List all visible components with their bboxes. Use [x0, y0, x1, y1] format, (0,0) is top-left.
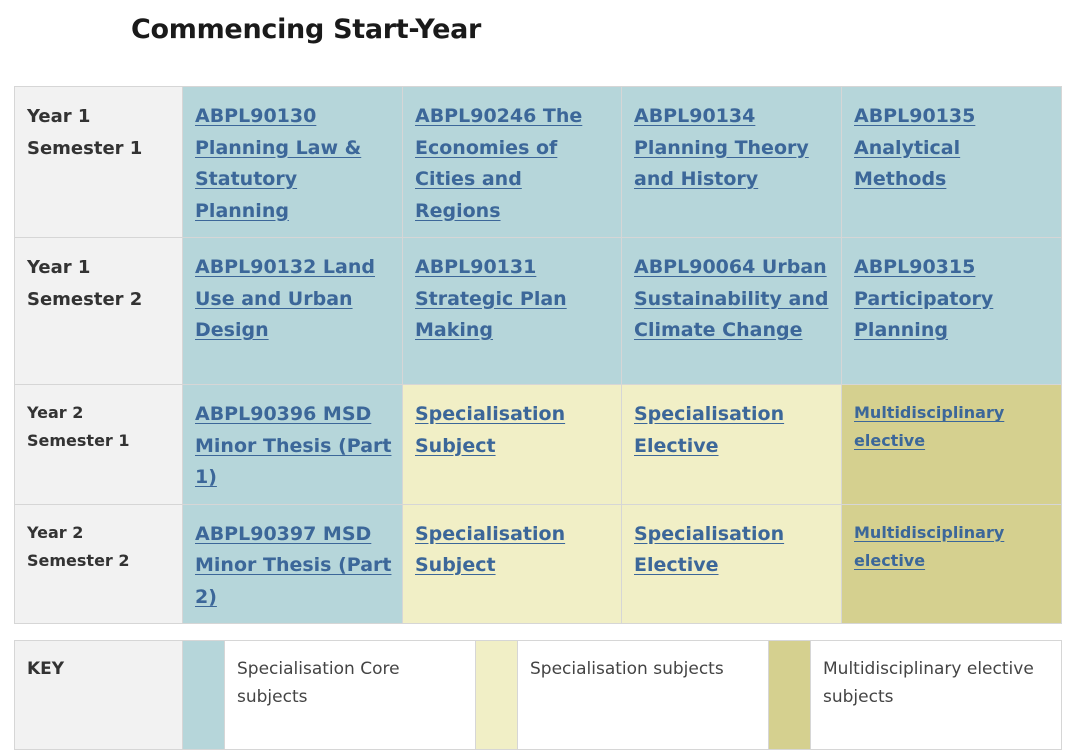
subject-link[interactable]: Specialisation Elective — [634, 522, 785, 577]
subject-cell: ABPL90131 Strategic Plan Making — [402, 237, 622, 385]
year-label: Year 2 — [27, 403, 84, 422]
subject-cell: Specialisation Subject — [402, 503, 622, 624]
subject-link[interactable]: Specialisation Elective — [634, 403, 785, 457]
subject-cell: ABPL90397 MSD Minor Thesis (Part 2) — [182, 503, 403, 624]
subject-link[interactable]: ABPL90134 Planning Theory and History — [634, 105, 809, 190]
core-color-swatch — [182, 640, 225, 750]
subject-link[interactable]: Multidisciplinary elective — [854, 403, 1005, 450]
row-header: Year 2 Semester 1 — [14, 384, 183, 505]
subject-link[interactable]: ABPL90131 Strategic Plan Making — [415, 256, 567, 341]
subject-link[interactable]: Specialisation Subject — [415, 403, 566, 457]
key-row: KEY Specialisation Core subjects Special… — [14, 640, 1062, 750]
specialisation-key-label: Specialisation subjects — [517, 640, 769, 750]
subject-cell: Multidisciplinary elective — [841, 384, 1062, 505]
subject-cell: ABPL90130 Planning Law & Statutory Plann… — [182, 86, 403, 238]
subject-cell: ABPL90315 Participatory Planning — [841, 237, 1062, 385]
year-label: Year 1 — [27, 257, 91, 278]
subject-cell: Specialisation Elective — [621, 503, 842, 624]
subject-link[interactable]: ABPL90397 MSD Minor Thesis (Part 2) — [195, 522, 392, 608]
subject-link[interactable]: Multidisciplinary elective — [854, 522, 1005, 570]
subject-cell: Specialisation Elective — [621, 384, 842, 505]
semester-label: Semester 1 — [27, 431, 130, 450]
subject-cell: ABPL90396 MSD Minor Thesis (Part 1) — [182, 384, 403, 505]
year-label: Year 2 — [27, 522, 84, 542]
plan-row-y1s1: Year 1 Semester 1 ABPL90130 Planning Law… — [14, 86, 1062, 238]
semester-label: Semester 2 — [27, 550, 130, 570]
row-header: Year 2 Semester 2 — [14, 503, 183, 624]
row-header: Year 1 Semester 2 — [14, 237, 183, 385]
core-key-label: Specialisation Core subjects — [224, 640, 476, 750]
subject-link[interactable]: Specialisation Subject — [415, 522, 566, 577]
subject-cell: ABPL90134 Planning Theory and History — [621, 86, 842, 238]
specialisation-color-swatch — [475, 640, 518, 750]
subject-link[interactable]: ABPL90130 Planning Law & Statutory Plann… — [195, 105, 362, 222]
subject-cell: Specialisation Subject — [402, 384, 622, 505]
subject-link[interactable]: ABPL90135 Analytical Methods — [854, 105, 976, 190]
multidisciplinary-key-label: Multidisciplinary elective subjects — [810, 640, 1062, 750]
key-heading: KEY — [14, 640, 183, 750]
row-header: Year 1 Semester 1 — [14, 86, 183, 238]
plan-row-y2s1: Year 2 Semester 1 ABPL90396 MSD Minor Th… — [14, 384, 1062, 505]
plan-row-y2s2: Year 2 Semester 2 ABPL90397 MSD Minor Th… — [14, 503, 1062, 624]
subject-link[interactable]: ABPL90396 MSD Minor Thesis (Part 1) — [195, 403, 392, 488]
plan-row-y1s2: Year 1 Semester 2 ABPL90132 Land Use and… — [14, 237, 1062, 385]
subject-link[interactable]: ABPL90246 The Economies of Cities and Re… — [415, 105, 583, 222]
subject-cell: ABPL90246 The Economies of Cities and Re… — [402, 86, 622, 238]
subject-link[interactable]: ABPL90132 Land Use and Urban Design — [195, 256, 375, 341]
semester-label: Semester 1 — [27, 138, 143, 159]
subject-cell: Multidisciplinary elective — [841, 503, 1062, 624]
key-table: KEY Specialisation Core subjects Special… — [14, 640, 1062, 750]
multidisciplinary-color-swatch — [768, 640, 811, 750]
semester-label: Semester 2 — [27, 289, 143, 310]
course-plan-table: Year 1 Semester 1 ABPL90130 Planning Law… — [14, 86, 1062, 624]
year-label: Year 1 — [27, 106, 91, 127]
page-title: Commencing Start-Year — [131, 14, 482, 45]
subject-link[interactable]: ABPL90315 Participatory Planning — [854, 256, 994, 341]
subject-link[interactable]: ABPL90064 Urban Sustainability and Clima… — [634, 256, 829, 341]
subject-cell: ABPL90064 Urban Sustainability and Clima… — [621, 237, 842, 385]
subject-cell: ABPL90132 Land Use and Urban Design — [182, 237, 403, 385]
subject-cell: ABPL90135 Analytical Methods — [841, 86, 1062, 238]
